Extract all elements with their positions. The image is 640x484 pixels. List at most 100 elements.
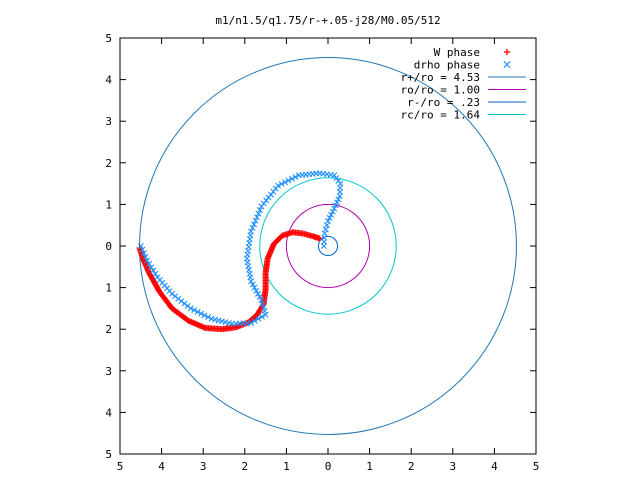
marker-stroke: [259, 300, 266, 307]
drho-phase-point: [258, 313, 265, 320]
points-layer: [136, 170, 344, 333]
marker-stroke: [333, 199, 340, 206]
marker-stroke: [329, 208, 336, 215]
drho-phase-point: [259, 300, 266, 307]
drho-phase-point: [258, 297, 265, 304]
drho-phase-point: [261, 308, 268, 314]
marker-stroke: [337, 184, 344, 191]
marker-stroke: [218, 318, 225, 325]
drho-phase-point: [251, 284, 258, 291]
marker-stroke: [260, 304, 267, 311]
marker-stroke: [335, 196, 342, 203]
marker-stroke: [275, 182, 282, 189]
drho-phase-point: [248, 319, 255, 326]
marker-stroke: [140, 250, 147, 257]
marker-stroke: [245, 243, 252, 250]
marker-stroke: [321, 234, 328, 241]
drho-phase-point: [335, 196, 342, 203]
drho-phase-point: [144, 257, 151, 264]
x-tick-label: 1: [283, 460, 290, 473]
drho-phase-point: [292, 174, 299, 181]
y-tick-label: 0: [105, 240, 112, 253]
marker-stroke: [320, 243, 327, 249]
x-tick-label: 3: [449, 460, 456, 473]
drho-phase-point: [336, 193, 343, 200]
marker-stroke: [326, 214, 333, 221]
drho-phase-point: [201, 312, 208, 319]
marker-stroke: [322, 226, 329, 233]
drho-phase-point: [282, 179, 289, 186]
marker-stroke: [252, 217, 259, 224]
drho-phase-point: [211, 316, 218, 323]
drho-phase-point: [333, 199, 340, 206]
x-tick-label: 3: [200, 460, 207, 473]
y-tick-label: 4: [105, 406, 112, 419]
drho-phase-point: [215, 317, 222, 324]
drho-phase-point: [187, 305, 194, 312]
drho-phase-point: [251, 221, 258, 228]
marker-stroke: [225, 319, 232, 326]
marker-stroke: [258, 297, 265, 304]
marker-stroke: [256, 207, 263, 214]
marker-stroke: [328, 211, 335, 218]
marker-stroke: [248, 228, 255, 235]
marker-stroke: [503, 60, 511, 69]
legend-label: W phase: [434, 46, 480, 59]
marker-stroke: [139, 246, 146, 253]
drho-phase-point: [254, 290, 261, 297]
marker-stroke: [278, 180, 285, 187]
marker-stroke: [249, 281, 256, 288]
marker-stroke: [246, 236, 253, 243]
x-tick-label: 4: [158, 460, 165, 473]
drho-phase-point: [194, 308, 201, 315]
y-tick-label: 3: [105, 115, 112, 128]
drho-phase-point: [256, 207, 263, 214]
marker-stroke: [184, 302, 191, 309]
drho-phase-point: [331, 205, 338, 212]
marker-stroke: [325, 218, 331, 225]
drho-phase-point: [198, 310, 205, 317]
w-phase-point: [316, 235, 323, 242]
marker-stroke: [255, 315, 262, 322]
marker-stroke: [215, 317, 222, 324]
marker-stroke: [251, 221, 258, 228]
marker-stroke: [148, 264, 155, 271]
drho-phase-point: [208, 315, 215, 322]
marker-stroke: [248, 319, 255, 326]
x-tick-label: 5: [533, 460, 540, 473]
marker-stroke: [194, 308, 201, 315]
marker-stroke: [245, 247, 252, 254]
marker-stroke: [169, 290, 175, 297]
marker-stroke: [246, 240, 253, 247]
x-tick-label: 0: [325, 460, 332, 473]
drho-phase-point: [150, 267, 157, 274]
legend-label: drho phase: [414, 59, 480, 72]
circle-series: [317, 235, 339, 257]
x-tick-label: 1: [366, 460, 373, 473]
marker-stroke: [331, 205, 338, 212]
legend-sample: [503, 60, 511, 69]
marker-stroke: [321, 230, 328, 237]
marker-stroke: [150, 267, 157, 274]
marker-stroke: [178, 298, 185, 305]
drho-phase-point: [249, 281, 256, 288]
drho-phase-point: [218, 318, 225, 325]
marker-stroke: [208, 315, 215, 322]
marker-stroke: [336, 188, 343, 195]
marker-stroke: [253, 287, 260, 294]
drho-phase-point: [256, 293, 263, 300]
marker-stroke: [251, 284, 258, 291]
drho-phase-point: [248, 228, 255, 235]
marker-stroke: [292, 174, 299, 181]
drho-phase-point: [262, 311, 269, 318]
marker-stroke: [256, 293, 263, 300]
marker-stroke: [258, 313, 265, 320]
marker-stroke: [137, 243, 144, 249]
marker-stroke: [323, 222, 330, 229]
drho-phase-point: [285, 177, 292, 184]
drho-phase-point: [225, 319, 232, 326]
drho-phase-point: [320, 243, 327, 249]
